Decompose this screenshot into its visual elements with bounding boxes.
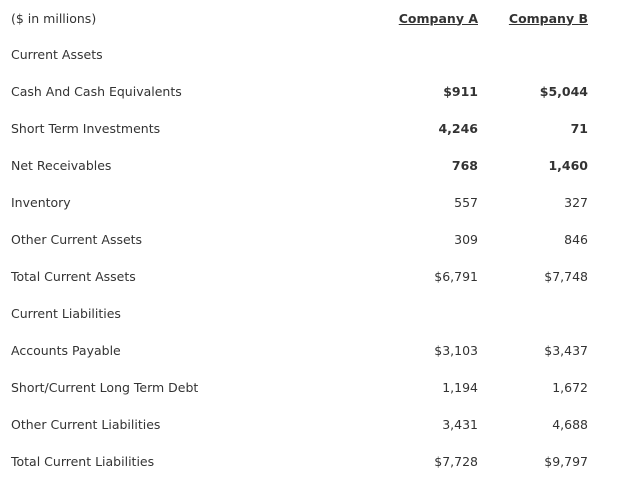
- row-label: Total Current Assets: [11, 269, 136, 284]
- spacer-cell: [588, 0, 632, 36]
- spacer-cell: [588, 110, 632, 147]
- company-b-value: $9,797: [544, 454, 588, 469]
- table-row: Net Receivables 768 1,460: [0, 147, 632, 184]
- company-b-value: 1,460: [548, 158, 588, 173]
- spacer-cell: [588, 184, 632, 221]
- table-row: Inventory 557 327: [0, 184, 632, 221]
- spacer-cell: [588, 36, 632, 73]
- company-b-value: 71: [570, 121, 588, 136]
- table-row: Short Term Investments 4,246 71: [0, 110, 632, 147]
- company-b-value: $3,437: [544, 343, 588, 358]
- row-label: Cash And Cash Equivalents: [11, 84, 182, 99]
- table-row: Other Current Liabilities 3,431 4,688: [0, 406, 632, 443]
- company-b-value: 327: [564, 195, 588, 210]
- company-b-value: $5,044: [539, 84, 588, 99]
- spacer-cell: [588, 295, 632, 332]
- table-row: Cash And Cash Equivalents $911 $5,044: [0, 73, 632, 110]
- spacer-cell: [588, 221, 632, 258]
- spacer-cell: [588, 258, 632, 295]
- table-header-row: ($ in millions) Company A Company B: [0, 0, 632, 36]
- column-header-company-a: Company A: [398, 10, 478, 26]
- company-b-value: [478, 295, 588, 332]
- spacer-cell: [588, 147, 632, 184]
- table-row: Total Current Assets $6,791 $7,748: [0, 258, 632, 295]
- table-row: Other Current Assets 309 846: [0, 221, 632, 258]
- company-a-value: 4,246: [438, 121, 478, 136]
- table-row: Current Liabilities: [0, 295, 632, 332]
- company-b-value: 846: [564, 232, 588, 247]
- row-label: Accounts Payable: [11, 343, 121, 358]
- company-a-value: 3,431: [442, 417, 478, 432]
- company-a-value: $7,728: [434, 454, 478, 469]
- company-a-value: $6,791: [434, 269, 478, 284]
- company-a-value: $3,103: [434, 343, 478, 358]
- table-row: Current Assets: [0, 36, 632, 73]
- row-label: Current Liabilities: [11, 306, 121, 321]
- company-a-value: 768: [451, 158, 478, 173]
- company-b-value: [478, 36, 588, 73]
- spacer-cell: [588, 73, 632, 110]
- company-b-value: 1,672: [552, 380, 588, 395]
- spacer-cell: [588, 332, 632, 369]
- company-b-value: $7,748: [544, 269, 588, 284]
- spacer-cell: [588, 369, 632, 406]
- company-a-value: 557: [454, 195, 478, 210]
- table-row: Total Current Liabilities $7,728 $9,797: [0, 443, 632, 480]
- spacer-cell: [588, 406, 632, 443]
- row-label: Other Current Liabilities: [11, 417, 161, 432]
- row-label: Net Receivables: [11, 158, 112, 173]
- company-b-value: 4,688: [552, 417, 588, 432]
- row-label: Current Assets: [11, 47, 103, 62]
- company-a-value: 1,194: [442, 380, 478, 395]
- row-label: Short/Current Long Term Debt: [11, 380, 199, 395]
- row-label: Total Current Liabilities: [11, 454, 155, 469]
- row-label: Other Current Assets: [11, 232, 143, 247]
- unit-note: ($ in millions): [11, 10, 97, 26]
- table-row: Accounts Payable $3,103 $3,437: [0, 332, 632, 369]
- row-label: Inventory: [11, 195, 71, 210]
- company-a-value: $911: [443, 84, 478, 99]
- row-label: Short Term Investments: [11, 121, 161, 136]
- column-header-company-b: Company B: [508, 10, 588, 26]
- spacer-cell: [588, 443, 632, 480]
- table-row: Short/Current Long Term Debt 1,194 1,672: [0, 369, 632, 406]
- company-a-value: [379, 36, 478, 73]
- company-a-value: 309: [454, 232, 478, 247]
- company-a-value: [379, 295, 478, 332]
